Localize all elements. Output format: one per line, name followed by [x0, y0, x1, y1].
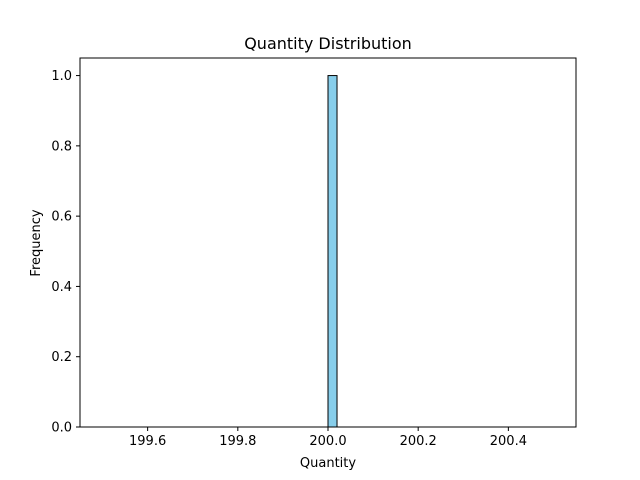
- y-tick-label: 0.0: [51, 421, 72, 436]
- x-tick-label: 200.2: [400, 434, 437, 449]
- plot-area: 199.6 199.8 200.0 200.2 200.4 0.0 0.2 0.4 0.6 0.8…: [51, 57, 577, 449]
- y-tick-label: 1.0: [51, 69, 72, 84]
- x-tick-label: 200.4: [490, 434, 527, 449]
- x-axis-label: Quantity: [300, 456, 356, 471]
- y-axis-label: Frequency: [29, 209, 44, 276]
- y-tick-label: 0.2: [51, 350, 72, 365]
- x-tick-label: 199.8: [219, 434, 256, 449]
- histogram-bar: [327, 75, 338, 428]
- y-tick-label: 0.6: [51, 210, 72, 225]
- chart-title: Quantity Distribution: [244, 34, 412, 53]
- y-tick-label: 0.4: [51, 280, 72, 295]
- x-tick-label: 199.6: [129, 434, 166, 449]
- y-tick-label: 0.8: [51, 139, 72, 154]
- x-tick-label: 200.0: [309, 434, 346, 449]
